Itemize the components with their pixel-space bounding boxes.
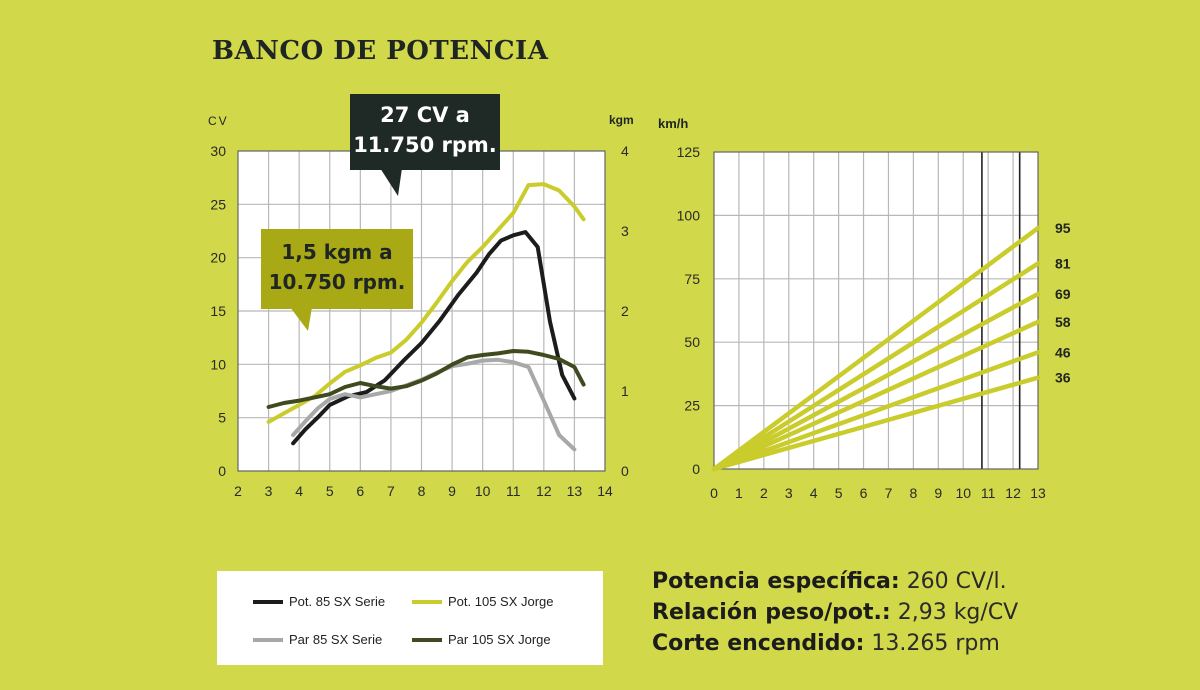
y-axis-label: CV: [208, 114, 229, 128]
x-tick-label: 4: [295, 483, 303, 499]
x-tick-label: 11: [981, 485, 996, 501]
speed-line: [711, 319, 1041, 472]
x-tick-label: 13: [1030, 485, 1046, 501]
y2-tick-label: 0: [621, 463, 629, 479]
y-tick-label: 125: [677, 144, 701, 160]
x-tick-label: 3: [785, 485, 793, 501]
x-tick-label: 9: [934, 485, 942, 501]
legend-swatch: [412, 637, 442, 642]
x-tick-label: 12: [1005, 485, 1021, 501]
x-tick-label: 7: [885, 485, 893, 501]
y-tick-label: 75: [684, 271, 700, 287]
legend-item-par85: Par 85 SX Serie: [253, 632, 382, 647]
x-tick-label: 7: [387, 483, 395, 499]
torque-callout: 1,5 kgm a 10.750 rpm.: [261, 229, 413, 309]
x-tick-label: 13: [567, 483, 583, 499]
legend-label: Par 85 SX Serie: [289, 632, 383, 647]
y-tick-label: 100: [677, 207, 701, 223]
torque-callout-text: 1,5 kgm a 10.750 rpm.: [268, 240, 406, 294]
x-tick-label: 10: [475, 483, 491, 499]
y-tick-label: 5: [218, 410, 226, 426]
speed-line-end-label: 81: [1055, 256, 1071, 272]
legend: Pot. 85 SX Serie Pot. 105 SX Jorge Par 8…: [217, 571, 603, 665]
x-tick-label: 8: [909, 485, 917, 501]
x-tick-label: 9: [448, 483, 456, 499]
x-tick-label: 12: [536, 483, 552, 499]
x-tick-label: 4: [810, 485, 818, 501]
spec-value: 13.265 rpm: [871, 631, 1000, 656]
x-tick-label: 0: [710, 485, 718, 501]
y-tick-label: 20: [210, 250, 226, 266]
legend-item-par105: Par 105 SX Jorge: [412, 632, 551, 647]
y-tick-label: 15: [210, 303, 226, 319]
x-tick-label: 5: [326, 483, 334, 499]
speed-line: [711, 261, 1041, 472]
x-tick-label: 11: [506, 483, 521, 499]
spec-value: 2,93 kg/CV: [897, 600, 1019, 625]
torque-callout-pointer: [290, 307, 312, 331]
legend-item-pot105: Pot. 105 SX Jorge: [412, 594, 554, 609]
spec-relacion: Relación peso/pot.: 2,93 kg/CV: [652, 597, 1018, 628]
y2-tick-label: 4: [621, 143, 629, 159]
page-title: BANCO DE POTENCIA: [212, 36, 549, 66]
y-tick-label: 30: [210, 143, 226, 159]
legend-swatch: [253, 637, 283, 642]
legend-label: Par 105 SX Jorge: [448, 632, 551, 647]
legend-item-pot85: Pot. 85 SX Serie: [253, 594, 385, 609]
legend-swatch: [412, 599, 442, 604]
speed-line: [711, 375, 1041, 472]
specs-block: Potencia específica: 260 CV/l. Relación …: [652, 566, 1018, 659]
speed-chart: 0 1 2 3 4 5 6 7 8 9 10 11 12 130255075100125km/h95816…: [658, 116, 1071, 501]
x-tick-label: 6: [356, 483, 364, 499]
y-tick-label: 0: [218, 463, 226, 479]
x-tick-label: 3: [265, 483, 273, 499]
spec-corte: Corte encendido: 13.265 rpm: [652, 628, 1018, 659]
speed-line-end-label: 46: [1055, 344, 1071, 360]
spec-label: Relación peso/pot.:: [652, 600, 891, 625]
speed-line: [711, 225, 1041, 472]
series-line: [266, 349, 586, 409]
y2-tick-label: 2: [621, 303, 629, 319]
y-tick-label: 10: [210, 356, 226, 372]
y-axis-label: km/h: [658, 116, 688, 131]
x-tick-label: 5: [835, 485, 843, 501]
x-tick-label: 6: [860, 485, 868, 501]
legend-label: Pot. 85 SX Serie: [289, 594, 386, 609]
power-callout-pointer: [380, 168, 402, 196]
y-tick-label: 0: [692, 461, 700, 477]
speed-line-end-label: 58: [1055, 314, 1071, 330]
power-callout-text: 27 CV a 11.750 rpm.: [353, 103, 497, 157]
y2-axis-label: kgm: [609, 113, 634, 127]
speed-line: [711, 350, 1041, 472]
y-tick-label: 25: [684, 398, 700, 414]
speed-line: [711, 291, 1041, 472]
spec-label: Potencia específica:: [652, 569, 900, 594]
plot-frame: [713, 151, 1039, 470]
x-tick-label: 2: [234, 483, 242, 499]
spec-potencia: Potencia específica: 260 CV/l.: [652, 566, 1018, 597]
x-tick-label: 8: [418, 483, 426, 499]
spec-label: Corte encendido:: [652, 631, 865, 656]
speed-line-end-label: 36: [1055, 370, 1071, 386]
series-line: [266, 182, 586, 424]
y2-tick-label: 1: [621, 383, 629, 399]
speed-line-end-label: 95: [1055, 220, 1071, 236]
y-tick-label: 25: [210, 196, 226, 212]
speed-line-end-label: 69: [1055, 286, 1071, 302]
spec-value: 260 CV/l.: [906, 569, 1007, 594]
x-tick-label: 14: [597, 483, 613, 499]
x-tick-label: 10: [955, 485, 971, 501]
y2-tick-label: 3: [621, 223, 629, 239]
power-callout: 27 CV a 11.750 rpm.: [350, 94, 500, 170]
legend-label: Pot. 105 SX Jorge: [448, 594, 554, 609]
series-line: [291, 230, 577, 446]
y-tick-label: 50: [684, 334, 700, 350]
plot-background: [714, 152, 1038, 469]
x-tick-label: 2: [760, 485, 768, 501]
x-tick-label: 1: [735, 485, 743, 501]
legend-swatch: [253, 599, 283, 604]
